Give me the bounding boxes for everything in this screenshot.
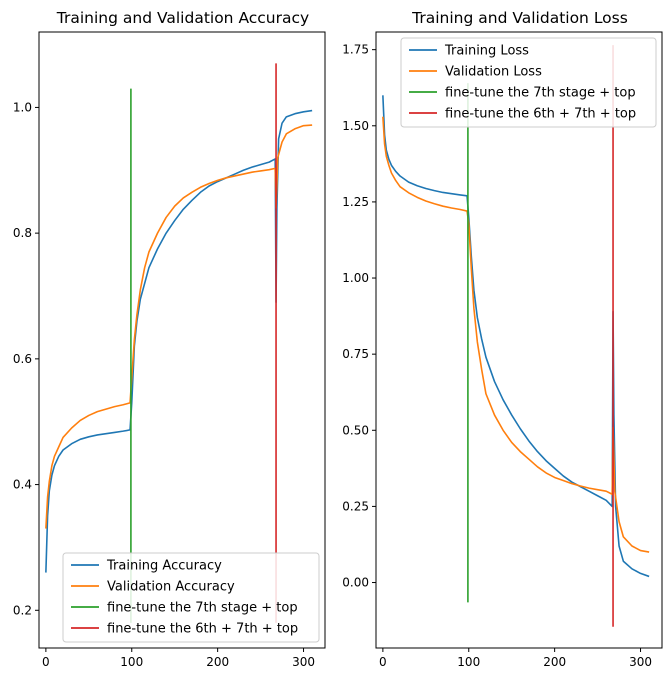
series-line-2 bbox=[45, 124, 313, 529]
legend-label: Validation Accuracy bbox=[107, 580, 235, 595]
x-tick-label: 300 bbox=[629, 655, 652, 669]
y-tick-label: 1.25 bbox=[342, 195, 369, 209]
y-tick-label: 0.4 bbox=[13, 478, 32, 492]
legend-label: fine-tune the 7th stage + top bbox=[445, 86, 636, 101]
y-tick-label: 0.00 bbox=[342, 576, 369, 590]
y-tick-label: 1.50 bbox=[342, 119, 369, 133]
axes-frame bbox=[38, 31, 326, 649]
x-tick-label: 200 bbox=[206, 655, 229, 669]
plot-area-loss bbox=[382, 45, 650, 627]
y-tick-label: 0.25 bbox=[342, 499, 369, 513]
accuracy-chart: Training and Validation Accuracy 0 100 200… bbox=[13, 9, 326, 669]
legend-label: Training Loss bbox=[444, 44, 529, 59]
x-tick-label: 0 bbox=[379, 655, 387, 669]
legend-box bbox=[400, 37, 657, 128]
y-tick-label: 0.75 bbox=[342, 347, 369, 361]
x-tick-label: 200 bbox=[543, 655, 566, 669]
y-tick-label: 0.2 bbox=[13, 603, 32, 617]
x-tick-label: 100 bbox=[457, 655, 480, 669]
legend-label: Validation Loss bbox=[445, 65, 542, 80]
legend-label: fine-tune the 7th stage + top bbox=[107, 601, 298, 616]
loss-chart: Training and Validation Loss 0 100 200 300 0… bbox=[342, 9, 663, 669]
y-tick-label: 0.50 bbox=[342, 423, 369, 437]
x-tick-label: 100 bbox=[120, 655, 143, 669]
y-tick-label: 0.6 bbox=[13, 352, 32, 366]
y-tick-label: 1.0 bbox=[13, 100, 32, 114]
x-tick-label: 300 bbox=[292, 655, 315, 669]
plot-area-accuracy bbox=[45, 63, 313, 623]
series-line-1 bbox=[45, 109, 313, 573]
series-line-2 bbox=[382, 116, 650, 553]
legend-label: fine-tune the 6th + 7th + top bbox=[107, 622, 298, 637]
y-tick-label: 0.8 bbox=[13, 226, 32, 240]
series-line-1 bbox=[382, 95, 650, 578]
legend-label: Training Accuracy bbox=[106, 559, 222, 574]
chart-title: Training and Validation Loss bbox=[411, 9, 628, 27]
x-tick-label: 0 bbox=[42, 655, 50, 669]
y-tick-label: 1.75 bbox=[342, 43, 369, 57]
y-tick-label: 1.00 bbox=[342, 271, 369, 285]
legend-label: fine-tune the 6th + 7th + top bbox=[445, 107, 636, 122]
axes-frame bbox=[375, 31, 663, 649]
chart-title: Training and Validation Accuracy bbox=[56, 9, 309, 27]
legend-box bbox=[62, 552, 320, 643]
